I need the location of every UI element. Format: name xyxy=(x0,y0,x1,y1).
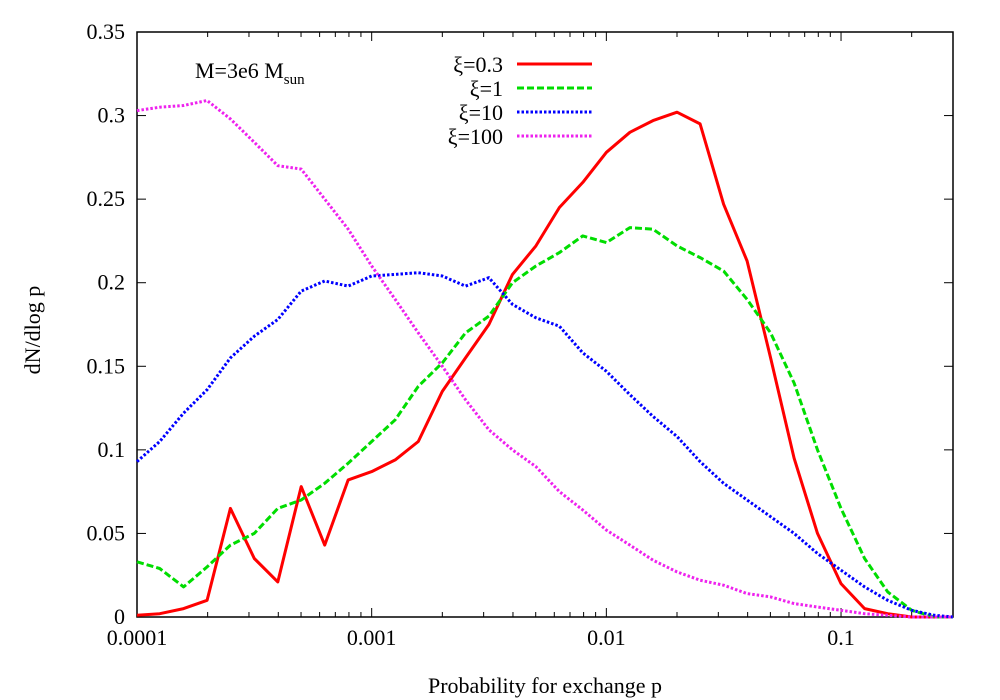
series-line-4 xyxy=(136,99,953,619)
y-tick-label: 0 xyxy=(114,604,125,629)
x-tick-label: 0.0001 xyxy=(107,625,168,650)
legend-label: ξ=100 xyxy=(448,124,503,149)
series-line-1 xyxy=(136,110,953,619)
y-tick-label: 0.15 xyxy=(87,353,126,378)
x-tick-label: 0.01 xyxy=(587,625,626,650)
y-tick-label: 0.35 xyxy=(87,19,126,44)
series-layer xyxy=(136,99,954,619)
x-tick-label: 0.001 xyxy=(347,625,397,650)
legend: ξ=0.3ξ=1ξ=10ξ=100 xyxy=(448,52,592,149)
y-axis-ticks: 0 0.05 0.1 0.15 0.2 0.25 0.3 0.35 xyxy=(87,19,953,629)
legend-label: ξ=10 xyxy=(459,100,503,125)
y-tick-label: 0.1 xyxy=(98,437,126,462)
legend-label: ξ=1 xyxy=(470,76,503,101)
series-line-2 xyxy=(136,226,953,619)
mass-annotation-subscript: sun xyxy=(284,72,305,88)
y-axis-title: dN/dlog p xyxy=(20,286,45,375)
x-axis-title: Probability for exchange p xyxy=(428,673,662,698)
legend-label: ξ=0.3 xyxy=(453,52,503,77)
y-tick-label: 0.3 xyxy=(98,103,126,128)
y-tick-label: 0.2 xyxy=(98,270,126,295)
series-line-3 xyxy=(136,271,954,619)
x-axis-ticks: 0.0001 0.001 0.01 0.1 xyxy=(107,32,913,650)
x-tick-label: 0.1 xyxy=(827,625,855,650)
mass-annotation-main: M=3e6 M xyxy=(195,58,284,83)
y-tick-label: 0.25 xyxy=(87,186,126,211)
y-tick-label: 0.05 xyxy=(87,520,126,545)
plot-area-frame xyxy=(136,31,954,618)
mass-annotation: M=3e6 Msun xyxy=(195,58,305,88)
